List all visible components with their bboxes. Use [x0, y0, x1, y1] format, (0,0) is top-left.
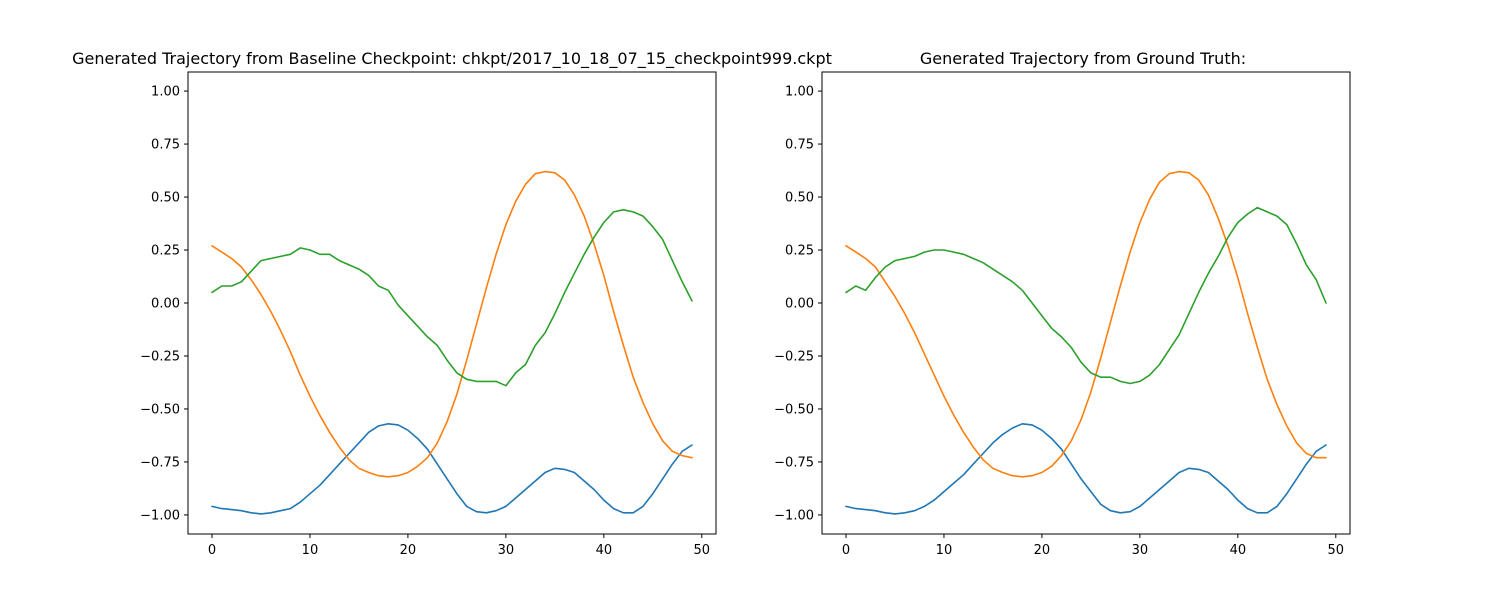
chart-panel-baseline: Generated Trajectory from Baseline Check… [72, 49, 832, 558]
x-tick-label-baseline: 30 [498, 543, 515, 558]
y-tick-label-ground-truth: 0.25 [785, 244, 814, 259]
x-tick-label-ground-truth: 50 [1328, 543, 1345, 558]
y-tick-label-baseline: 1.00 [151, 85, 180, 100]
y-tick-label-ground-truth: −0.25 [774, 349, 814, 364]
x-tick-label-baseline: 0 [208, 543, 216, 558]
y-tick-label-baseline: −0.50 [140, 402, 180, 417]
y-tick-label-baseline: 0.50 [151, 191, 180, 206]
plot-area-ground-truth: 0 10 20 30 40 50 −1.00 −0.75 −0.50 −0.25 0.00 0.25 0… [774, 71, 1351, 558]
y-tick-label-ground-truth: 0.50 [785, 191, 814, 206]
x-tick-label-ground-truth: 20 [1034, 543, 1051, 558]
series-line-3-baseline [211, 209, 693, 387]
y-tick-label-baseline: −1.00 [140, 508, 180, 523]
chart-title-ground-truth: Generated Trajectory from Ground Truth: [920, 49, 1246, 68]
y-tick-label-ground-truth: 0.00 [785, 297, 814, 312]
series-line-1-baseline [211, 423, 693, 515]
y-tick-label-baseline: −0.75 [140, 455, 180, 470]
y-tick-label-ground-truth: 1.00 [785, 85, 814, 100]
x-tick-label-baseline: 40 [596, 543, 613, 558]
x-tick-label-baseline: 50 [694, 543, 711, 558]
series-line-3-ground-truth [845, 206, 1327, 385]
y-tick-label-baseline: 0.75 [151, 138, 180, 153]
x-tick-label-ground-truth: 10 [936, 543, 953, 558]
x-tick-label-baseline: 20 [400, 543, 417, 558]
y-tick-label-baseline: 0.25 [151, 244, 180, 259]
x-tick-label-ground-truth: 30 [1132, 543, 1149, 558]
x-tick-label-ground-truth: 0 [842, 543, 850, 558]
y-tick-label-ground-truth: −1.00 [774, 508, 814, 523]
y-tick-label-baseline: −0.25 [140, 349, 180, 364]
x-tick-label-baseline: 10 [302, 543, 319, 558]
series-line-2-ground-truth [845, 170, 1327, 478]
chart-title-baseline: Generated Trajectory from Baseline Check… [72, 49, 832, 69]
plot-area-baseline: 0 10 20 30 40 50 −1.00 −0.75 −0.50 −0.25 0.00 0.25 0… [140, 71, 717, 558]
y-tick-label-ground-truth: −0.75 [774, 455, 814, 470]
series-line-1-ground-truth [845, 423, 1327, 515]
y-tick-label-ground-truth: 0.75 [785, 138, 814, 153]
y-tick-label-baseline: 0.00 [151, 297, 180, 312]
x-tick-label-ground-truth: 40 [1230, 543, 1247, 558]
series-line-2-baseline [211, 170, 693, 478]
axes-frame-baseline [187, 71, 717, 535]
axes-frame-ground-truth [821, 71, 1351, 535]
y-tick-label-ground-truth: −0.50 [774, 402, 814, 417]
chart-panel-ground-truth: Generated Trajectory from Ground Truth: … [774, 49, 1351, 558]
